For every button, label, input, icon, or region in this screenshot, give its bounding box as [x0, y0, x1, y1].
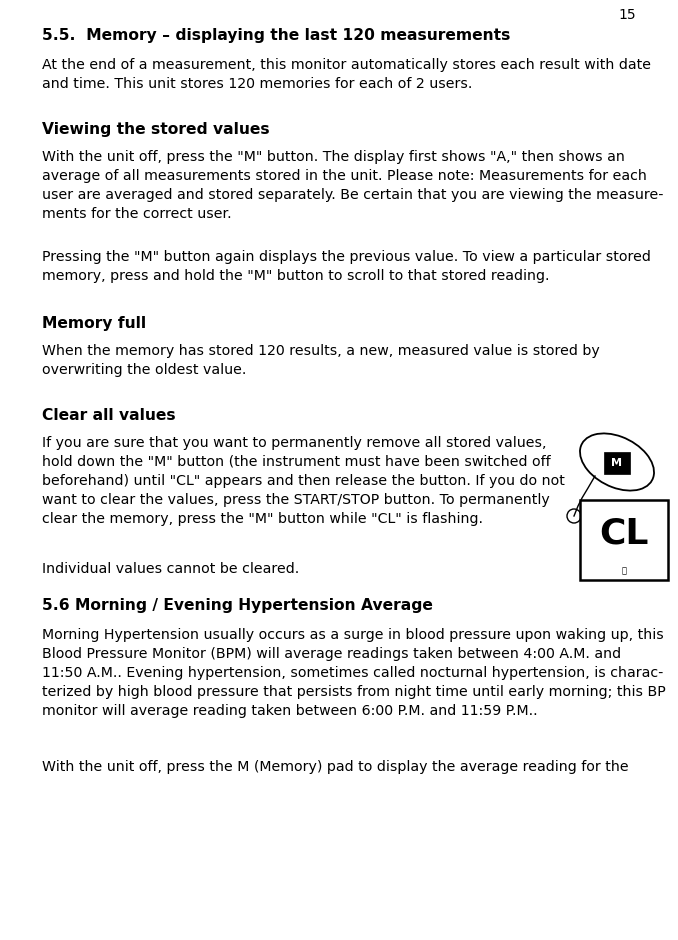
FancyBboxPatch shape — [604, 452, 630, 474]
Text: 15: 15 — [618, 8, 636, 22]
Text: Memory full: Memory full — [42, 316, 146, 331]
Text: Clear all values: Clear all values — [42, 408, 176, 423]
Text: 5.5.  Memory – displaying the last 120 measurements: 5.5. Memory – displaying the last 120 me… — [42, 28, 511, 43]
Text: Morning Hypertension usually occurs as a surge in blood pressure upon waking up,: Morning Hypertension usually occurs as a… — [42, 628, 666, 718]
Text: 5.6 Morning / Evening Hypertension Average: 5.6 Morning / Evening Hypertension Avera… — [42, 598, 433, 613]
Text: With the unit off, press the M (Memory) pad to display the average reading for t: With the unit off, press the M (Memory) … — [42, 760, 629, 774]
Text: CL: CL — [599, 517, 649, 551]
FancyBboxPatch shape — [580, 500, 668, 580]
Text: When the memory has stored 120 results, a new, measured value is stored by
overw: When the memory has stored 120 results, … — [42, 344, 600, 377]
Text: ⚿: ⚿ — [622, 566, 626, 575]
Text: At the end of a measurement, this monitor automatically stores each result with : At the end of a measurement, this monito… — [42, 58, 651, 91]
Text: Viewing the stored values: Viewing the stored values — [42, 122, 270, 137]
Text: Individual values cannot be cleared.: Individual values cannot be cleared. — [42, 562, 299, 576]
Text: If you are sure that you want to permanently remove all stored values,
hold down: If you are sure that you want to permane… — [42, 436, 565, 525]
Text: Pressing the "M" button again displays the previous value. To view a particular : Pressing the "M" button again displays t… — [42, 250, 651, 283]
Text: M: M — [612, 458, 622, 468]
Text: With the unit off, press the "M" button. The display first shows "A," then shows: With the unit off, press the "M" button.… — [42, 150, 664, 221]
